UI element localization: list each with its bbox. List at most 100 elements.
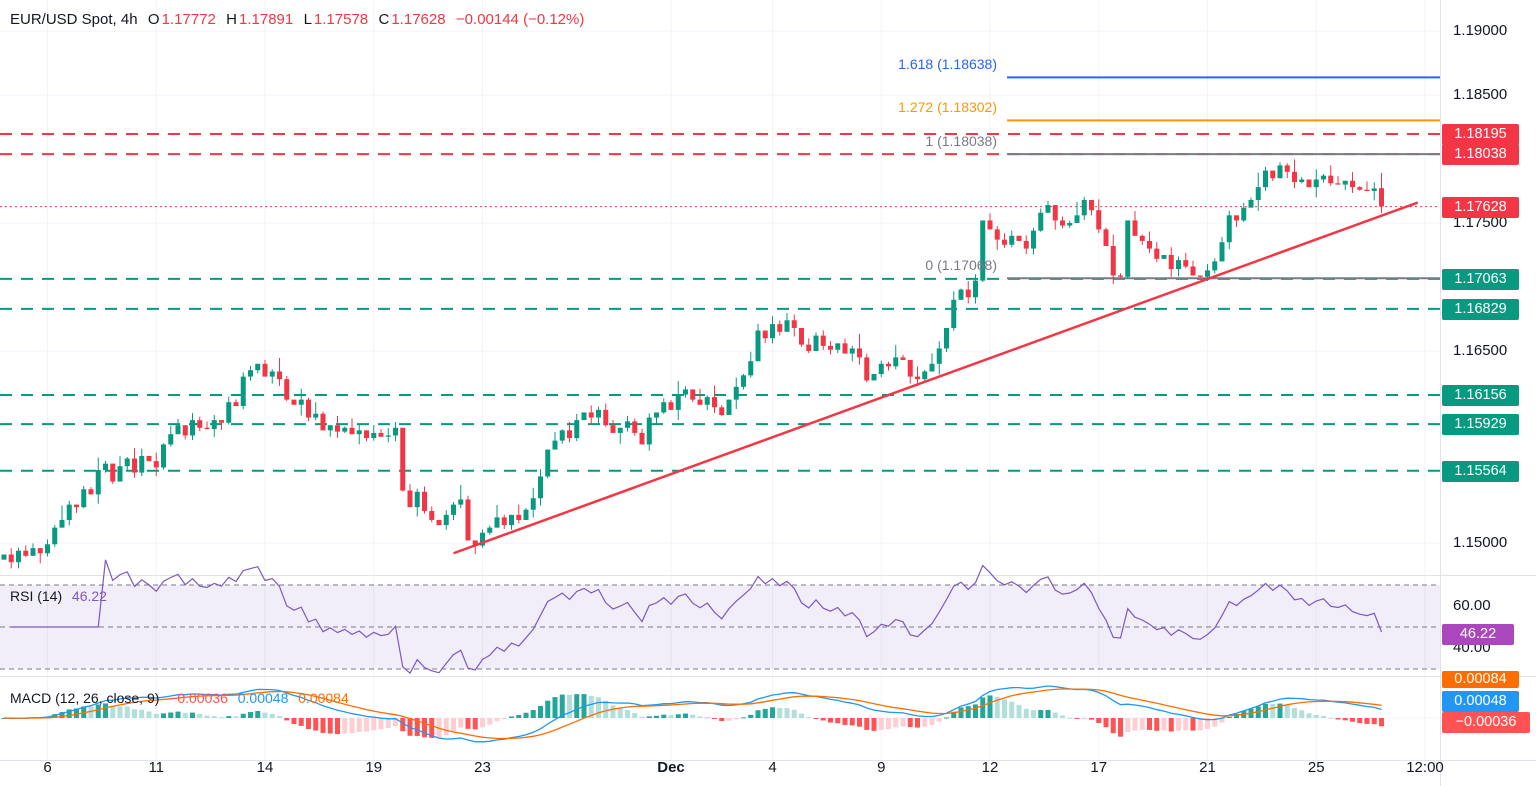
candle-body	[1197, 275, 1203, 277]
candle-body	[588, 412, 594, 418]
candle-body	[16, 550, 21, 563]
candle-body	[893, 357, 899, 367]
macd-histogram-bar	[864, 718, 870, 730]
macd-histogram-bar	[74, 708, 79, 718]
candle-body	[697, 399, 703, 405]
candle-body	[1212, 261, 1218, 271]
macd-histogram-bar	[1299, 710, 1305, 718]
macd-histogram-bar	[1321, 715, 1326, 718]
macd-histogram-bar	[712, 718, 717, 719]
candle-body	[1335, 183, 1341, 185]
macd-histogram-bar	[465, 718, 471, 729]
candle-body	[168, 434, 174, 445]
high-value: 1.17891	[239, 11, 294, 28]
candle-body	[1234, 215, 1239, 221]
macd-histogram-bar	[342, 718, 348, 734]
macd-histogram-bar	[1031, 710, 1036, 718]
resistance-price-tag: 1.18195	[1442, 124, 1519, 146]
macd-histogram-bar	[951, 711, 957, 718]
candle-body	[625, 421, 630, 428]
macd-histogram-bar	[987, 695, 993, 718]
candle-body	[356, 430, 362, 435]
macd-histogram-bar	[1125, 718, 1131, 733]
macd-histogram-bar	[603, 701, 609, 718]
macd-histogram-bar	[277, 716, 282, 718]
macd-histogram-bar	[762, 708, 768, 718]
macd-line-value: 0.00048	[237, 690, 289, 706]
macd-histogram-bar	[1110, 718, 1116, 734]
candle-body	[146, 455, 152, 462]
macd-histogram-bar	[1313, 714, 1319, 718]
candle-body	[8, 554, 14, 563]
macd-histogram-bar	[654, 715, 659, 718]
candle-body	[197, 420, 203, 428]
candle-body	[632, 421, 638, 433]
candle-body	[748, 361, 754, 376]
candle-body	[509, 514, 514, 526]
macd-histogram-bar	[1139, 718, 1145, 730]
macd-histogram-bar	[646, 716, 652, 718]
time-tick-label: 21	[1199, 759, 1216, 776]
candle-body	[958, 289, 964, 300]
candle-body	[646, 417, 652, 445]
candle-body	[262, 363, 268, 377]
candle-body	[523, 509, 529, 520]
macd-histogram-bar	[1176, 718, 1181, 731]
macd-histogram-bar	[364, 718, 369, 732]
candle-body	[1248, 199, 1254, 208]
candle-body	[1060, 220, 1065, 226]
candle-body	[342, 427, 348, 432]
macd-histogram-bar	[784, 708, 790, 718]
candle-body	[1154, 248, 1160, 259]
macd-histogram-bar	[458, 718, 464, 728]
macd-histogram-bar	[857, 718, 862, 727]
fib-level-label: 0 (1.17068)	[925, 257, 997, 274]
macd-line	[3, 685, 1382, 743]
candle-body	[791, 320, 797, 328]
candle-body	[66, 504, 72, 520]
candle-body	[603, 409, 609, 426]
candle-body	[596, 409, 601, 418]
time-tick-label: 14	[256, 759, 274, 776]
candle-body	[219, 420, 224, 423]
macd-histogram-bar	[1147, 718, 1152, 730]
macd-histogram-bar	[313, 718, 319, 731]
trendline	[453, 201, 1419, 555]
candle-body	[915, 376, 920, 380]
candle-body	[1313, 179, 1319, 188]
macd-histogram-bar	[886, 718, 891, 730]
candle-body	[313, 413, 319, 418]
macd-histogram-bar	[1183, 718, 1189, 731]
macd-histogram-bar	[770, 707, 775, 718]
macd-histogram-bar	[378, 718, 384, 730]
candle-body	[269, 371, 275, 377]
candle-body	[1364, 189, 1370, 191]
candle-body	[81, 489, 87, 508]
rsi-value: 46.22	[71, 588, 107, 604]
support-price-tag: 1.16156	[1442, 385, 1519, 407]
candle-body	[190, 420, 195, 436]
candle-body	[1371, 188, 1377, 191]
macd-histogram-bar	[683, 713, 688, 718]
candle-body	[1306, 179, 1312, 188]
candle-body	[886, 363, 891, 367]
macd-histogram-bar	[132, 709, 137, 718]
candle-body	[1270, 170, 1276, 179]
candle-body	[1125, 220, 1131, 277]
candle-body	[516, 514, 522, 520]
macd-histogram-bar	[1284, 704, 1290, 718]
candle-body	[161, 444, 166, 468]
macd-histogram-bar	[1342, 718, 1348, 721]
macd-histogram-bar	[1060, 715, 1065, 718]
candle-body	[378, 432, 384, 437]
macd-histogram-bar	[849, 718, 855, 726]
macd-histogram-bar	[1234, 713, 1239, 718]
candle-body	[1205, 270, 1210, 277]
candle-body	[770, 324, 775, 339]
candle-body	[175, 425, 181, 435]
candle-body	[719, 407, 725, 415]
time-tick-label: 17	[1090, 759, 1108, 776]
macd-histogram-bar	[356, 718, 362, 733]
candle-body	[501, 517, 507, 526]
